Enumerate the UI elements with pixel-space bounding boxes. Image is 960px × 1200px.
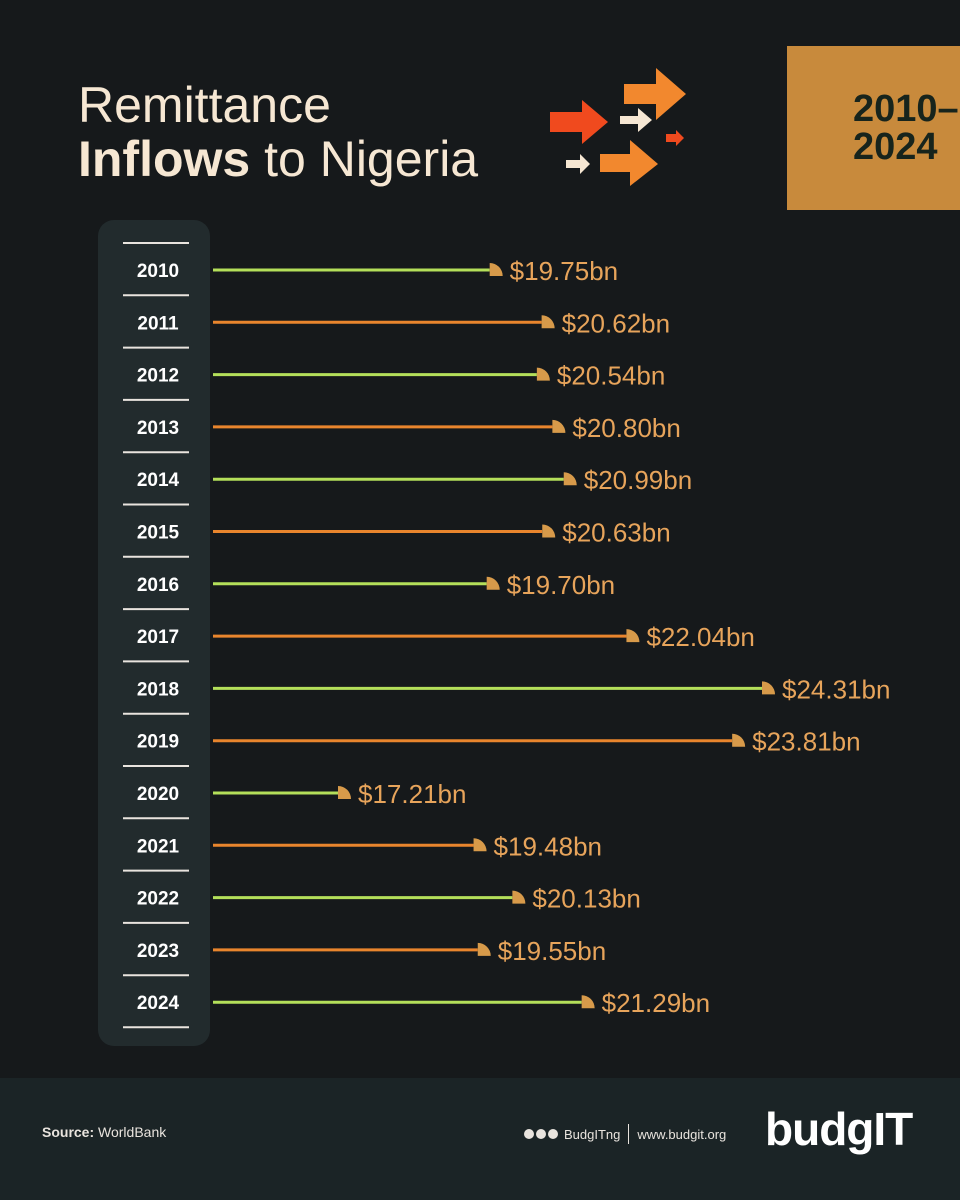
source-label: Source:: [42, 1124, 95, 1140]
twitter-icon[interactable]: [548, 1129, 558, 1139]
bar-marker: [563, 472, 577, 486]
year-label: 2015: [137, 523, 180, 544]
facebook-icon[interactable]: [536, 1129, 546, 1139]
bar-marker: [473, 838, 487, 852]
year-label: 2019: [137, 732, 179, 753]
year-label: 2012: [137, 366, 179, 387]
social-links: BudgITng www.budgit.org: [524, 1124, 726, 1144]
value-label: $17.21bn: [358, 779, 466, 809]
bar-marker: [338, 786, 351, 799]
year-label: 2022: [137, 889, 179, 910]
instagram-icon[interactable]: [524, 1129, 534, 1139]
social-handle[interactable]: BudgITng: [564, 1126, 621, 1142]
value-label: $20.62bn: [562, 308, 670, 338]
year-label: 2020: [137, 784, 179, 805]
value-label: $19.70bn: [507, 570, 615, 600]
value-label: $20.13bn: [532, 884, 640, 914]
bar-marker: [542, 524, 556, 538]
year-label: 2016: [137, 575, 179, 596]
bar-marker: [536, 367, 550, 381]
chart-title: Remittance Inflows to Nigeria: [78, 78, 478, 186]
bar-marker: [732, 733, 746, 747]
year-label: 2017: [137, 627, 179, 648]
year-panel: [98, 220, 210, 1046]
value-label: $21.29bn: [602, 988, 710, 1018]
year-label: 2018: [137, 679, 179, 700]
title-line-2: Inflows to Nigeria: [78, 132, 478, 186]
year-label: 2023: [137, 941, 179, 962]
value-label: $20.54bn: [557, 361, 665, 391]
year-label: 2013: [137, 418, 179, 439]
title-line-1: Remittance: [78, 77, 331, 133]
bar-marker: [626, 629, 640, 643]
title-rest: to Nigeria: [264, 131, 479, 187]
bar-marker: [477, 942, 491, 956]
value-label: $20.80bn: [572, 413, 680, 443]
website-link[interactable]: www.budgit.org: [637, 1126, 727, 1142]
bar-marker: [489, 263, 503, 276]
value-label: $23.81bn: [752, 727, 860, 757]
source-note: Source: WorldBank: [42, 1124, 166, 1140]
bar-marker: [762, 681, 775, 695]
bar-marker: [581, 995, 595, 1009]
decorative-arrows-icon: [550, 68, 686, 186]
value-label: $20.99bn: [584, 465, 692, 495]
year-label: 2021: [137, 836, 180, 857]
budgit-logo: budgIT: [765, 1103, 913, 1155]
bar-marker: [541, 315, 555, 329]
year-label: 2010: [137, 261, 179, 282]
value-label: $19.55bn: [498, 936, 606, 966]
bar-marker: [486, 576, 500, 590]
value-label: $19.48bn: [494, 831, 602, 861]
year-label: 2014: [137, 470, 180, 491]
divider: [628, 1124, 630, 1144]
value-label: $19.75bn: [510, 256, 618, 286]
value-label: $24.31bn: [782, 674, 890, 704]
value-label: $22.04bn: [646, 622, 754, 652]
value-label: $20.63bn: [562, 518, 670, 548]
bar-marker: [512, 890, 526, 904]
bar-marker: [552, 419, 566, 433]
title-bold-word: Inflows: [78, 131, 251, 187]
year-label: 2024: [137, 993, 180, 1014]
remittance-bar-chart: 2010 $19.75bn 2011 $20.62bn 2012 $20.54bn 2013…: [123, 242, 890, 1029]
badge-line-1: 2010–: [853, 88, 959, 130]
year-label: 2011: [137, 313, 179, 334]
source-value: WorldBank: [98, 1124, 167, 1140]
footer: [0, 1078, 960, 1200]
social-icons: [524, 1129, 558, 1139]
year-range-badge: 2010– 2024: [787, 46, 960, 210]
badge-line-2: 2024: [853, 126, 938, 168]
